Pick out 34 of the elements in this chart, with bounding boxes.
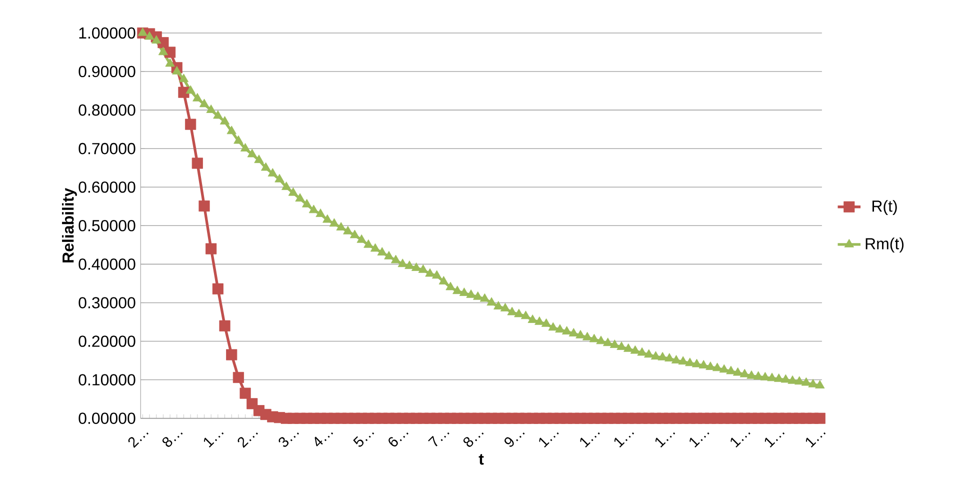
x-tick-label: 1… [764,432,785,448]
x-tick-label: 1… [614,432,634,448]
x-tick-label: 6… [388,432,408,446]
x-tick-label: 8… [162,432,183,447]
x-tick-label: 1… [204,432,224,448]
x-tick-label: 1… [730,432,750,448]
x-tick-label: 3… [278,432,299,447]
x-tick-label: 1… [806,432,826,448]
x-tick-label: 1… [690,432,710,448]
y-axis-title: Reliability [62,188,77,262]
x-tick-label: 9… [504,432,525,447]
x-tick-label: 1… [580,432,600,448]
y-tick-label: 0.20000 [78,336,136,347]
y-tick-label: 1.00000 [79,27,136,39]
y-tick-label: 0.70000 [78,142,136,154]
x-tick-label: 2… [238,432,258,448]
x-tick-label: 7… [428,432,450,446]
legend-label: R(t) [872,200,897,215]
y-tick-label: 0.60000 [78,181,136,193]
x-tick-label: 5… [353,432,374,447]
x-axis-title: t [478,454,484,465]
y-tick-label: 0.50000 [78,220,136,232]
x-tick-label: 4… [314,432,334,446]
x-tick-label: 8… [463,432,484,447]
y-tick-label: 0.80000 [78,104,136,116]
y-tick-label: 0.10000 [78,374,136,386]
x-tick-label: 2… [128,432,148,448]
x-tick-label: 1… [655,432,676,448]
y-tick-label: 0.00000 [78,412,136,424]
y-tick-label: 0.30000 [78,297,136,308]
x-tick-label: 1… [539,432,559,448]
y-tick-label: 0.40000 [78,258,136,270]
y-tick-label: 0.90000 [78,66,136,78]
legend-label: Rm(t) [866,238,904,253]
